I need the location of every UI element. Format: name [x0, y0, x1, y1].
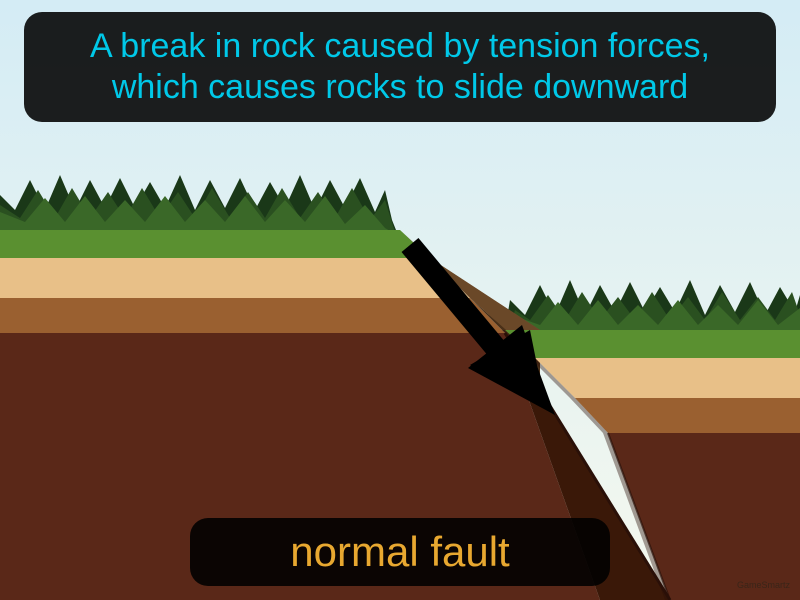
- definition-box: A break in rock caused by tension forces…: [24, 12, 776, 122]
- term-box: normal fault: [190, 518, 610, 586]
- term-text: normal fault: [220, 528, 580, 576]
- diagram-canvas: A break in rock caused by tension forces…: [0, 0, 800, 600]
- definition-text: A break in rock caused by tension forces…: [44, 26, 756, 108]
- watermark: GameSmartz: [737, 580, 790, 590]
